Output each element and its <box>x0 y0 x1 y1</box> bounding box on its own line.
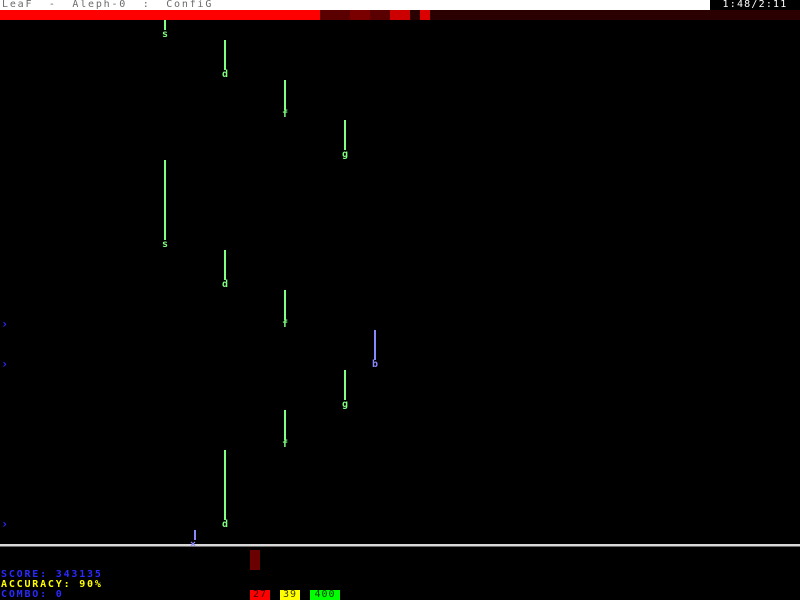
note-trail <box>224 450 226 520</box>
note-trail <box>284 410 286 440</box>
progress-density-segment <box>350 10 370 20</box>
note-key-g: g <box>341 149 349 160</box>
note-key-d: d <box>221 519 229 530</box>
note-key-s: s <box>161 239 169 250</box>
note-trail <box>224 250 226 280</box>
lane-marker-arrow-icon: › <box>1 517 9 531</box>
accuracy-display: ACCURACY: 90% <box>1 579 103 590</box>
note-key-s: s <box>161 29 169 40</box>
note-trail <box>344 370 346 400</box>
judgement-count-miss: 27 <box>250 590 270 600</box>
note-trail <box>284 80 286 110</box>
window-title: LeaF - Aleph-0 : ConfiG <box>2 0 214 10</box>
note-trail <box>224 40 226 70</box>
title-bar: LeaF - Aleph-0 : ConfiG 1:48/2:11 <box>0 0 800 10</box>
combo-display: COMBO: 0 <box>1 589 64 600</box>
timing-offset-marker <box>250 550 260 570</box>
note-key-d: d <box>221 279 229 290</box>
hit-cursor-stem <box>194 530 196 540</box>
lane-marker-arrow-icon: › <box>1 317 9 331</box>
judgement-count-good: 39 <box>280 590 300 600</box>
note-trail <box>164 160 166 240</box>
note-trail <box>284 290 286 320</box>
song-progress-bar <box>0 10 800 20</box>
hit-cursor-icon: × <box>190 539 197 550</box>
note-trail <box>344 120 346 150</box>
judgement-line-shadow <box>0 546 800 547</box>
note-key-f: f <box>281 109 289 120</box>
note-key-f: f <box>281 319 289 330</box>
judgement-line <box>0 544 800 546</box>
note-key-g: g <box>341 399 349 410</box>
judgement-count-perfect: 400 <box>310 590 340 600</box>
note-key-d: d <box>221 69 229 80</box>
song-progress-fill <box>0 10 320 20</box>
lane-marker-arrow-icon: › <box>1 357 9 371</box>
note-trail <box>164 20 166 30</box>
progress-density-segment <box>320 10 350 20</box>
score-display: SCORE: 343135 <box>1 569 103 580</box>
note-trail <box>374 330 376 360</box>
note-key-f: f <box>281 439 289 450</box>
progress-density-segment <box>370 10 390 20</box>
note-key-b: b <box>371 359 379 370</box>
progress-density-segment <box>390 10 410 20</box>
song-time: 1:48/2:11 <box>710 0 800 10</box>
progress-density-segment <box>420 10 430 20</box>
